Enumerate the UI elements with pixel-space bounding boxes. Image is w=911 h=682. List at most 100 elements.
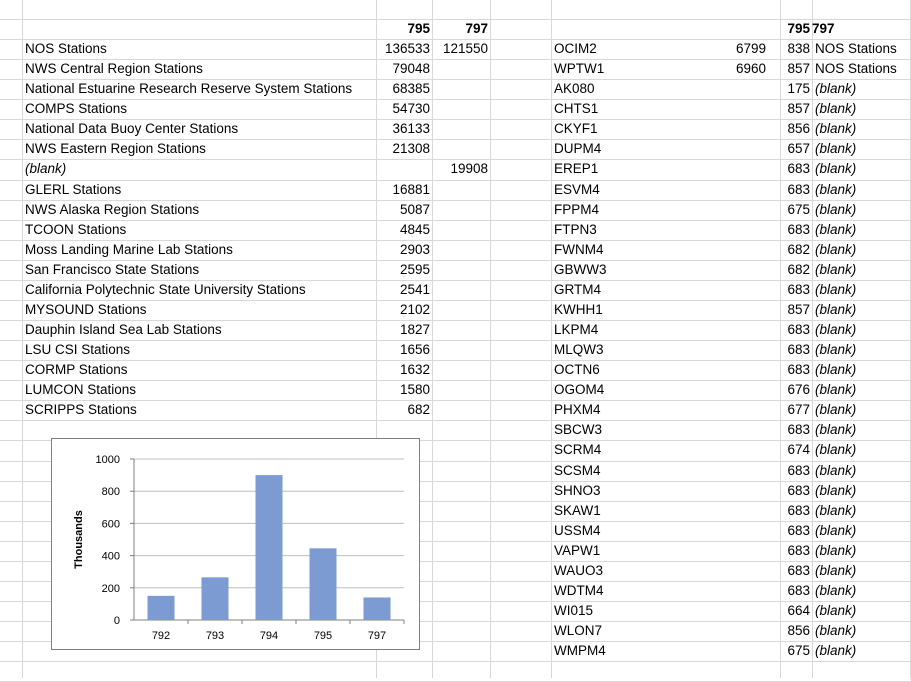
right-row-group[interactable]: (blank) xyxy=(815,141,857,156)
left-row-label[interactable]: (blank) xyxy=(25,161,67,176)
right-row-value-795[interactable] xyxy=(700,561,766,581)
right-row-id[interactable]: OCIM2 xyxy=(554,41,597,56)
right-row-value-795[interactable] xyxy=(700,79,766,99)
right-header-795[interactable]: 795 xyxy=(787,21,810,36)
right-row-group[interactable]: (blank) xyxy=(815,322,857,337)
left-row-value-797[interactable] xyxy=(434,240,488,260)
right-row-group[interactable]: (blank) xyxy=(815,543,857,558)
right-row-value-797[interactable]: 683 xyxy=(787,463,810,478)
right-row-value-797[interactable]: 657 xyxy=(787,141,810,156)
right-row-id[interactable]: MLQW3 xyxy=(554,342,604,357)
right-row-group[interactable]: (blank) xyxy=(815,402,857,417)
right-row-value-797[interactable]: 675 xyxy=(787,202,810,217)
right-row-id[interactable]: WAUO3 xyxy=(554,563,604,578)
left-row-value-797[interactable] xyxy=(434,200,488,220)
right-row-value-797[interactable]: 857 xyxy=(787,101,810,116)
right-row-group[interactable]: (blank) xyxy=(815,362,857,377)
right-row-value-795[interactable] xyxy=(700,601,766,621)
left-row-value-795[interactable]: 1827 xyxy=(399,322,430,337)
right-row-id[interactable]: SCSM4 xyxy=(554,463,601,478)
right-row-id[interactable]: OCTN6 xyxy=(554,362,600,377)
left-row-label[interactable]: San Francisco State Stations xyxy=(25,262,200,277)
right-row-group[interactable]: (blank) xyxy=(815,182,857,197)
left-row-value-797[interactable] xyxy=(434,139,488,159)
right-row-value-795[interactable] xyxy=(700,320,766,340)
right-row-id[interactable]: SBCW3 xyxy=(554,422,603,437)
right-row-group[interactable]: (blank) xyxy=(815,161,857,176)
right-row-value-795[interactable] xyxy=(700,260,766,280)
right-row-value-797[interactable]: 683 xyxy=(787,322,810,337)
left-row-value-797[interactable] xyxy=(434,119,488,139)
left-row-label[interactable]: NOS Stations xyxy=(25,41,107,56)
right-row-group[interactable]: (blank) xyxy=(815,302,857,317)
right-row-id[interactable]: OGOM4 xyxy=(554,382,605,397)
right-row-value-795[interactable] xyxy=(700,220,766,240)
left-row-value-795[interactable]: 2595 xyxy=(399,262,430,277)
right-row-group[interactable]: NOS Stations xyxy=(815,41,897,56)
right-row-value-795[interactable] xyxy=(700,521,766,541)
right-row-id[interactable]: CHTS1 xyxy=(554,101,599,116)
left-row-value-795[interactable]: 21308 xyxy=(392,141,430,156)
right-row-value-795[interactable] xyxy=(700,139,766,159)
right-row-id[interactable]: SCRM4 xyxy=(554,442,602,457)
right-row-value-795[interactable]: 6799 xyxy=(735,41,766,56)
left-row-label[interactable]: GLERL Stations xyxy=(25,182,122,197)
right-row-id[interactable]: VAPW1 xyxy=(554,543,601,558)
right-row-group[interactable]: (blank) xyxy=(815,483,857,498)
left-row-value-795[interactable] xyxy=(378,159,430,179)
left-row-value-795[interactable]: 36133 xyxy=(392,121,430,136)
left-row-value-797[interactable] xyxy=(434,79,488,99)
right-row-value-795[interactable] xyxy=(700,200,766,220)
right-row-value-795[interactable] xyxy=(700,641,766,661)
right-row-value-797[interactable]: 683 xyxy=(787,182,810,197)
left-row-value-797[interactable] xyxy=(434,220,488,240)
right-row-group[interactable]: (blank) xyxy=(815,242,857,257)
left-row-label[interactable]: NWS Eastern Region Stations xyxy=(25,141,206,156)
right-row-value-795[interactable] xyxy=(700,180,766,200)
right-row-value-797[interactable]: 857 xyxy=(787,61,810,76)
right-row-group[interactable]: (blank) xyxy=(815,342,857,357)
left-header-797[interactable]: 797 xyxy=(465,21,488,36)
right-row-value-795[interactable] xyxy=(700,541,766,561)
right-row-id[interactable]: CKYF1 xyxy=(554,121,598,136)
left-row-label[interactable]: MYSOUND Stations xyxy=(25,302,147,317)
right-row-value-795[interactable] xyxy=(700,581,766,601)
left-row-label[interactable]: Moss Landing Marine Lab Stations xyxy=(25,242,233,257)
left-row-label[interactable]: NWS Alaska Region Stations xyxy=(25,202,200,217)
left-row-label[interactable]: TCOON Stations xyxy=(25,222,127,237)
right-row-value-795[interactable]: 6960 xyxy=(735,61,766,76)
right-row-id[interactable]: WI015 xyxy=(554,603,594,618)
right-row-id[interactable]: WLON7 xyxy=(554,623,603,638)
right-row-value-797[interactable]: 682 xyxy=(787,262,810,277)
left-row-value-797[interactable] xyxy=(434,340,488,360)
right-row-id[interactable]: WPTW1 xyxy=(554,61,605,76)
right-row-id[interactable]: PHXM4 xyxy=(554,402,601,417)
left-header-795[interactable]: 795 xyxy=(407,21,430,36)
left-row-value-797[interactable] xyxy=(434,260,488,280)
left-row-label[interactable]: Dauphin Island Sea Lab Stations xyxy=(25,322,222,337)
right-row-value-795[interactable] xyxy=(700,400,766,420)
left-row-value-795[interactable]: 136533 xyxy=(384,41,430,56)
right-row-id[interactable]: SHNO3 xyxy=(554,483,601,498)
right-row-id[interactable]: SKAW1 xyxy=(554,503,601,518)
right-row-id[interactable]: ESVM4 xyxy=(554,182,600,197)
right-row-group[interactable]: (blank) xyxy=(815,422,857,437)
left-row-value-795[interactable]: 4845 xyxy=(399,222,430,237)
left-row-value-797[interactable] xyxy=(434,300,488,320)
right-row-group[interactable]: (blank) xyxy=(815,623,857,638)
right-row-value-795[interactable] xyxy=(700,119,766,139)
right-row-value-797[interactable]: 676 xyxy=(787,382,810,397)
left-row-value-795[interactable]: 1580 xyxy=(399,382,430,397)
right-row-value-797[interactable]: 683 xyxy=(787,362,810,377)
right-row-value-795[interactable] xyxy=(700,621,766,641)
right-header-797[interactable]: 797 xyxy=(812,21,835,36)
right-row-id[interactable]: EREP1 xyxy=(554,161,599,176)
right-row-value-797[interactable]: 683 xyxy=(787,342,810,357)
right-row-id[interactable]: WMPM4 xyxy=(554,643,606,658)
right-row-group[interactable]: (blank) xyxy=(815,202,857,217)
left-row-value-797[interactable] xyxy=(434,360,488,380)
left-row-label[interactable]: LSU CSI Stations xyxy=(25,342,131,357)
right-row-value-797[interactable]: 683 xyxy=(787,583,810,598)
right-row-id[interactable]: DUPM4 xyxy=(554,141,602,156)
right-row-group[interactable]: (blank) xyxy=(815,503,857,518)
